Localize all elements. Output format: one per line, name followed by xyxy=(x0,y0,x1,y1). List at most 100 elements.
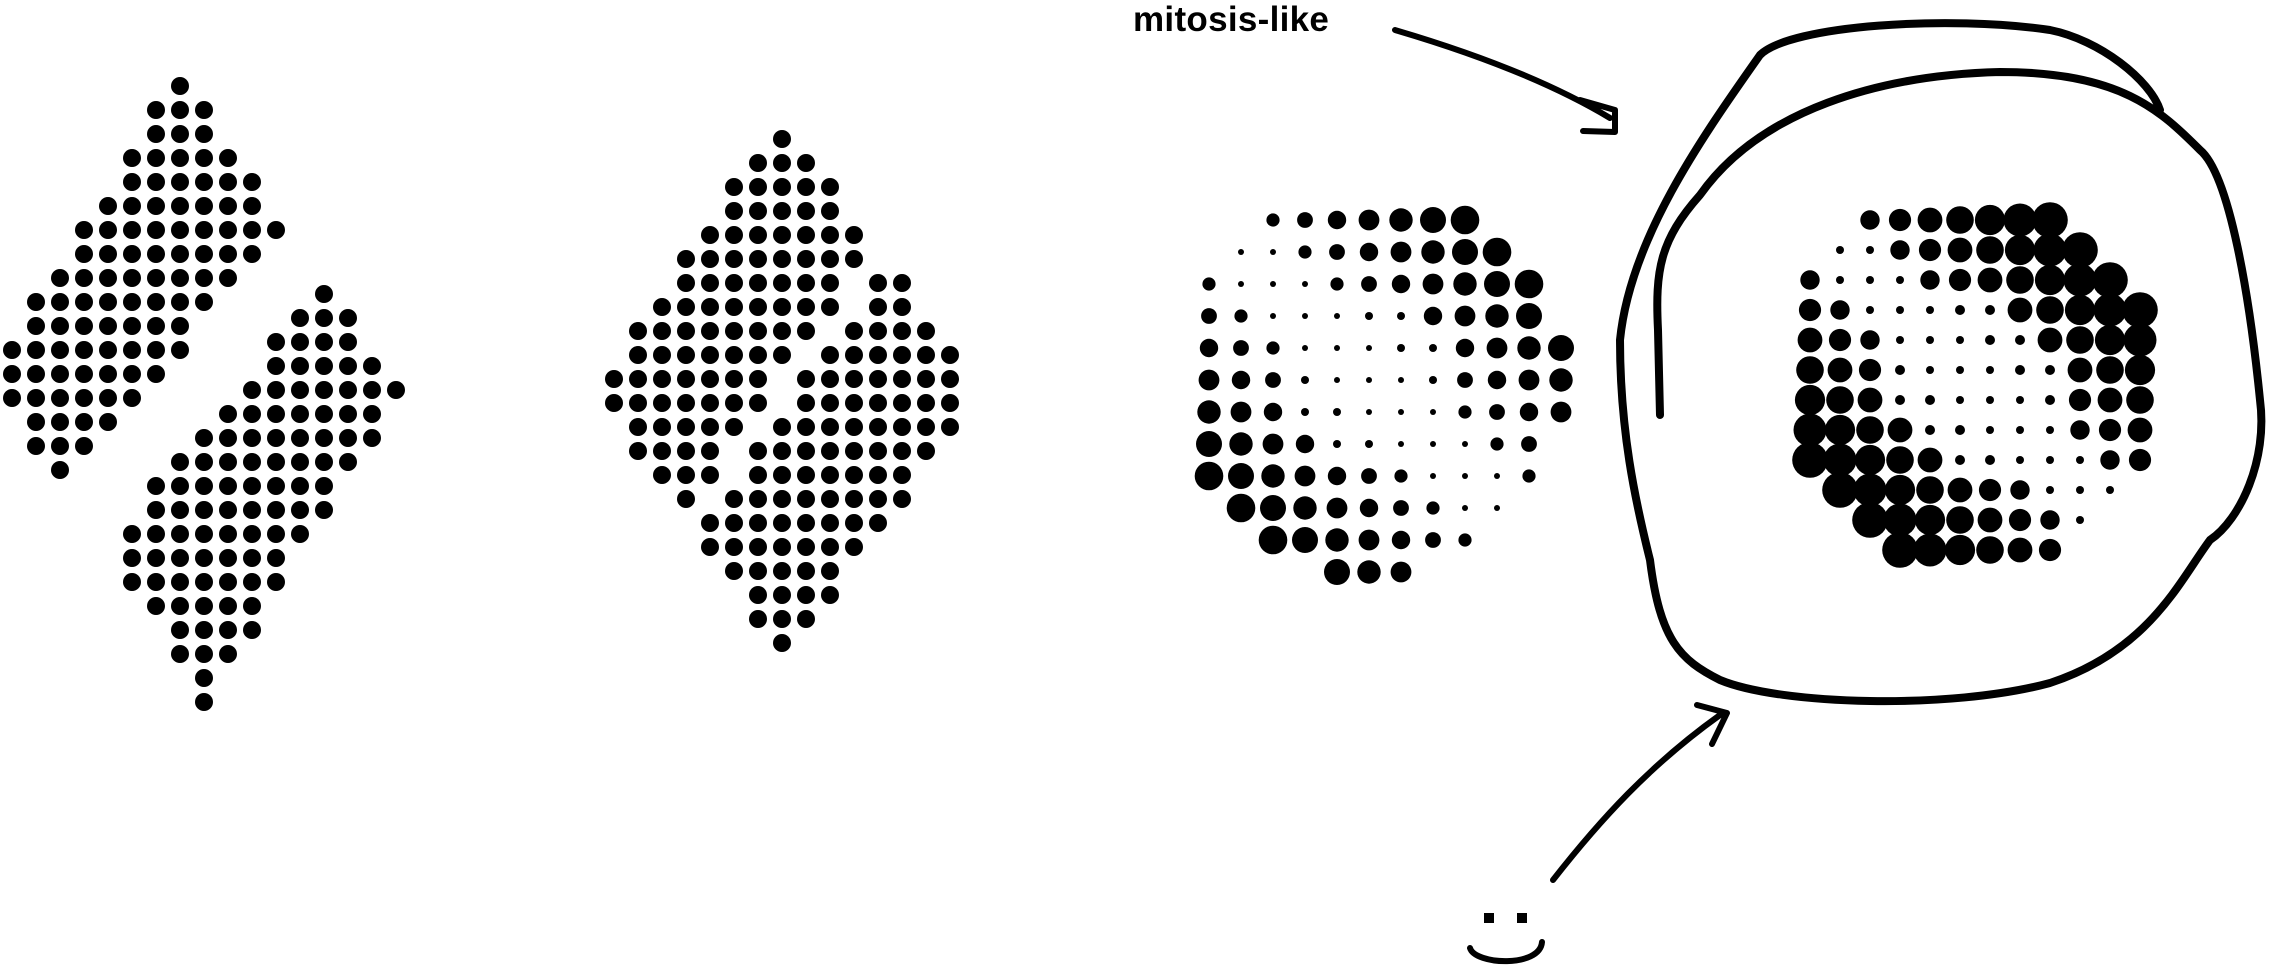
dot xyxy=(917,394,935,412)
merged-dot xyxy=(2032,202,2068,238)
dot xyxy=(869,322,887,340)
dot xyxy=(123,341,141,359)
dot xyxy=(845,346,863,364)
dot xyxy=(749,610,767,628)
joined-diamond-figure xyxy=(605,130,959,652)
dot xyxy=(749,154,767,172)
dot xyxy=(773,514,791,532)
dot xyxy=(749,346,767,364)
dot xyxy=(27,317,45,335)
halftone-dot xyxy=(1295,434,1315,454)
merged-dot xyxy=(1916,476,1944,504)
halftone-dot xyxy=(1324,559,1350,585)
dot xyxy=(219,621,237,639)
dot xyxy=(893,394,911,412)
halftone-dot xyxy=(1198,369,1220,391)
dot xyxy=(677,250,695,268)
merged-dot xyxy=(1896,276,1904,284)
dot xyxy=(171,317,189,335)
dot xyxy=(821,370,839,388)
halftone-dot xyxy=(1489,404,1505,420)
dot xyxy=(219,453,237,471)
dot xyxy=(147,501,165,519)
dot xyxy=(243,381,261,399)
dot xyxy=(99,413,117,431)
merged-dot xyxy=(1946,506,1974,534)
dot xyxy=(917,346,935,364)
dot xyxy=(99,245,117,263)
dot xyxy=(821,466,839,484)
merged-dot xyxy=(1976,536,2004,564)
dot xyxy=(291,333,309,351)
halftone-dot xyxy=(1366,377,1372,383)
dot xyxy=(893,466,911,484)
merged-dot xyxy=(1978,478,2002,502)
dot xyxy=(219,573,237,591)
halftone-dot xyxy=(1359,242,1379,262)
dot xyxy=(147,245,165,263)
halftone-dot xyxy=(1327,210,1347,230)
dot xyxy=(677,466,695,484)
dot xyxy=(315,309,333,327)
merged-dot xyxy=(1796,356,1824,384)
dot xyxy=(147,477,165,495)
dot xyxy=(27,341,45,359)
dot xyxy=(123,525,141,543)
dot xyxy=(219,549,237,567)
halftone-dot xyxy=(1202,277,1216,291)
dot xyxy=(123,269,141,287)
merged-dot xyxy=(2046,456,2054,464)
merged-dot xyxy=(2040,510,2060,530)
dot xyxy=(315,501,333,519)
halftone-dot xyxy=(1457,372,1473,388)
dot xyxy=(219,269,237,287)
merged-dot xyxy=(2016,396,2024,404)
dot xyxy=(291,381,309,399)
merged-yin-yang-figure xyxy=(1792,202,2158,568)
merged-dot xyxy=(1986,366,1994,374)
halftone-dot xyxy=(1330,277,1344,291)
merged-dot xyxy=(2106,486,2114,494)
halftone-dot xyxy=(1358,209,1380,231)
dot xyxy=(893,322,911,340)
dot xyxy=(147,269,165,287)
merged-dot xyxy=(1985,335,1995,345)
dot xyxy=(845,490,863,508)
halftone-dot xyxy=(1398,441,1404,447)
dot xyxy=(75,437,93,455)
dot xyxy=(821,562,839,580)
dot xyxy=(339,429,357,447)
dot xyxy=(99,197,117,215)
merged-dot xyxy=(1955,455,1965,465)
dot xyxy=(195,429,213,447)
dot xyxy=(701,514,719,532)
dot xyxy=(821,514,839,532)
dot xyxy=(291,525,309,543)
merged-dot xyxy=(2098,418,2122,442)
dot xyxy=(147,221,165,239)
halftone-dot xyxy=(1334,345,1340,351)
dot xyxy=(701,250,719,268)
dot xyxy=(243,245,261,263)
dot xyxy=(147,101,165,119)
dot xyxy=(27,293,45,311)
merged-dot xyxy=(2122,292,2158,328)
merged-dot xyxy=(1974,204,2006,236)
dot xyxy=(869,442,887,460)
merged-dot xyxy=(2004,234,2036,266)
dot xyxy=(845,322,863,340)
dot xyxy=(917,418,935,436)
dot xyxy=(677,490,695,508)
dot xyxy=(243,405,261,423)
dot xyxy=(653,298,671,316)
halftone-dot xyxy=(1422,273,1444,295)
dot xyxy=(339,309,357,327)
dot xyxy=(677,442,695,460)
dot xyxy=(171,245,189,263)
dot xyxy=(893,370,911,388)
halftone-dot xyxy=(1329,244,1345,260)
dot xyxy=(749,178,767,196)
dot xyxy=(701,538,719,556)
dot xyxy=(195,101,213,119)
merged-dot xyxy=(2094,324,2126,356)
